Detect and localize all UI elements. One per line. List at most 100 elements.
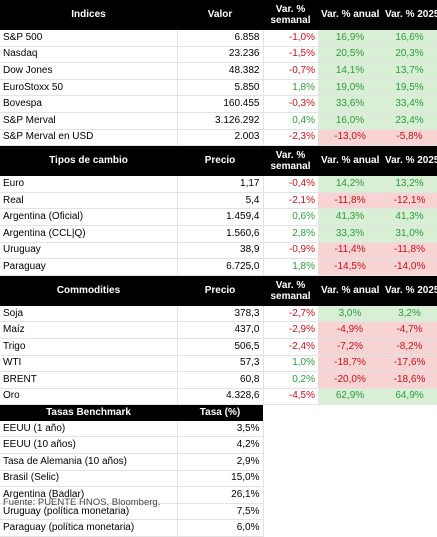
rates-cell-name: EEUU (1 año) <box>0 420 178 438</box>
fx-row: Paraguay 6.725,0 1,8% -14,5% -14,0% <box>0 258 437 276</box>
commodities-header-4: Var. % 2025 <box>382 275 437 306</box>
fx-cell-ytd: 31,0% <box>382 225 437 243</box>
fx-cell-value: 1.560,6 <box>177 225 264 243</box>
fx-cell-name: Paraguay <box>0 258 178 276</box>
indices-cell-value: 3.126.292 <box>177 112 264 130</box>
fx-cell-name: Euro <box>0 176 178 193</box>
indices-cell-annual: -13,0% <box>318 129 382 147</box>
fx-cell-name: Argentina (CCL|Q) <box>0 225 178 243</box>
fx-cell-annual: -14,5% <box>318 258 382 276</box>
indices-row: Bovespa 160.455 -0,3% 33,6% 33,4% <box>0 95 437 113</box>
rates-cell-value: 26,1% <box>177 486 264 504</box>
rates-cell-name: Argentina (Badlar) <box>0 486 178 504</box>
commodities-row: Soja 378,3 -2,7% 3,0% 3,2% <box>0 305 437 323</box>
rates-header-1: Tasa (%) <box>177 405 263 421</box>
commodities-cell-value: 4.328,6 <box>177 388 264 406</box>
commodities-cell-ytd: 64,9% <box>382 388 437 406</box>
rates-row: Argentina (Badlar) 26,1% <box>0 486 264 504</box>
fx-cell-weekly: 0,6% <box>263 208 318 226</box>
fx-cell-name: Argentina (Oficial) <box>0 208 178 226</box>
indices-cell-value: 5.850 <box>177 79 264 97</box>
fx-row: Real 5,4 -2,1% -11,8% -12,1% <box>0 192 437 210</box>
fx-cell-weekly: -0,9% <box>263 242 318 260</box>
commodities-header-1: Precio <box>177 275 263 306</box>
indices-header-3: Var. % anual <box>318 0 382 30</box>
fx-cell-value: 1.459,4 <box>177 208 264 226</box>
indices-cell-name: S&P Merval <box>0 112 178 130</box>
indices-cell-weekly: -1,0% <box>263 30 318 47</box>
commodities-cell-weekly: -2,7% <box>263 305 318 323</box>
fx-row: Euro 1,17 -0,4% 14,2% 13,2% <box>0 176 437 193</box>
rates-header-row: Tasas Benchmark Tasa (%) <box>0 405 263 421</box>
commodities-cell-annual: -20,0% <box>318 371 382 389</box>
commodities-row: Trigo 506,5 -2,4% -7,2% -8,2% <box>0 338 437 356</box>
commodities-cell-weekly: 1,0% <box>263 355 318 373</box>
fx-cell-value: 5,4 <box>177 192 264 210</box>
rates-cell-value: 4,2% <box>177 436 264 455</box>
fx-cell-value: 1,17 <box>177 176 264 193</box>
indices-cell-value: 6.858 <box>177 30 264 47</box>
indices-cell-annual: 14,1% <box>318 62 382 80</box>
rates-cell-name: Tasa de Alemania (10 años) <box>0 453 178 471</box>
indices-cell-weekly: -2,3% <box>263 129 318 147</box>
fx-row: Uruguay 38,9 -0,9% -11,4% -11,8% <box>0 242 437 260</box>
indices-cell-name: EuroStoxx 50 <box>0 79 178 97</box>
indices-cell-name: S&P 500 <box>0 30 178 47</box>
rates-cell-value: 6,0% <box>177 519 264 537</box>
indices-cell-ytd: 19,5% <box>382 79 437 97</box>
commodities-row: Oro 4.328,6 -4,5% 62,9% 64,9% <box>0 388 437 406</box>
commodities-row: Maíz 437,0 -2,9% -4,9% -4,7% <box>0 321 437 339</box>
commodities-cell-weekly: 0,2% <box>263 371 318 389</box>
fx-header-1: Precio <box>177 145 263 177</box>
fx-cell-annual: 41,3% <box>318 208 382 226</box>
commodities-header-3: Var. % anual <box>318 275 382 306</box>
indices-cell-ytd: 16,6% <box>382 30 437 47</box>
fx-row: Argentina (CCL|Q) 1.560,6 2,8% 33,3% 31,0% <box>0 225 437 243</box>
commodities-cell-ytd: -18,6% <box>382 371 437 389</box>
rates-row: Paraguay (política monetaria) 6,0% <box>0 519 264 537</box>
fx-header-0: Tipos de cambio <box>0 145 177 177</box>
indices-header-1: Valor <box>177 0 263 30</box>
indices-row: S&P Merval 3.126.292 0,4% 16,0% 23,4% <box>0 112 437 130</box>
fx-header-2: Var. % semanal <box>263 145 318 177</box>
fx-cell-value: 6.725,0 <box>177 258 264 276</box>
indices-cell-name: Nasdaq <box>0 46 178 64</box>
indices-cell-ytd: 33,4% <box>382 95 437 113</box>
fx-cell-ytd: 13,2% <box>382 176 437 193</box>
commodities-cell-value: 378,3 <box>177 305 264 323</box>
rates-row: Tasa de Alemania (10 años) 2,9% <box>0 453 264 471</box>
fx-cell-name: Real <box>0 192 178 210</box>
commodities-cell-name: Trigo <box>0 338 178 356</box>
indices-cell-name: Dow Jones <box>0 62 178 80</box>
indices-cell-weekly: 1,8% <box>263 79 318 97</box>
indices-cell-ytd: 13,7% <box>382 62 437 80</box>
indices-cell-value: 48.382 <box>177 62 264 80</box>
commodities-cell-value: 506,5 <box>177 338 264 356</box>
indices-cell-ytd: 23,4% <box>382 112 437 130</box>
fx-row: Argentina (Oficial) 1.459,4 0,6% 41,3% 41,3% <box>0 208 437 226</box>
commodities-cell-name: Oro <box>0 388 178 406</box>
rates-row: EEUU (1 año) 3,5% <box>0 420 264 438</box>
indices-cell-value: 23.236 <box>177 46 264 64</box>
fx-cell-weekly: -2,1% <box>263 192 318 210</box>
commodities-cell-name: WTI <box>0 355 178 373</box>
fx-header-3: Var. % anual <box>318 145 382 177</box>
fx-header-row: Tipos de cambio Precio Var. % semanal Var. %… <box>0 145 437 177</box>
fx-cell-annual: -11,8% <box>318 192 382 210</box>
fx-cell-ytd: -12,1% <box>382 192 437 210</box>
indices-header-4: Var. % 2025 <box>382 0 437 30</box>
commodities-row: BRENT 60,8 0,2% -20,0% -18,6% <box>0 371 437 389</box>
indices-cell-annual: 19,0% <box>318 79 382 97</box>
commodities-cell-annual: -7,2% <box>318 338 382 356</box>
commodities-cell-name: BRENT <box>0 371 178 389</box>
indices-header-2: Var. % semanal <box>263 0 318 30</box>
fx-cell-ytd: 41,3% <box>382 208 437 226</box>
indices-cell-weekly: -0,7% <box>263 62 318 80</box>
commodities-cell-value: 60,8 <box>177 371 264 389</box>
commodities-cell-ytd: -4,7% <box>382 321 437 339</box>
commodities-header-0: Commodities <box>0 275 177 306</box>
indices-cell-value: 2.003 <box>177 129 264 147</box>
source-note: Fuente: PUENTE HNOS, Bloomberg. <box>3 497 161 508</box>
fx-cell-weekly: -0,4% <box>263 176 318 193</box>
